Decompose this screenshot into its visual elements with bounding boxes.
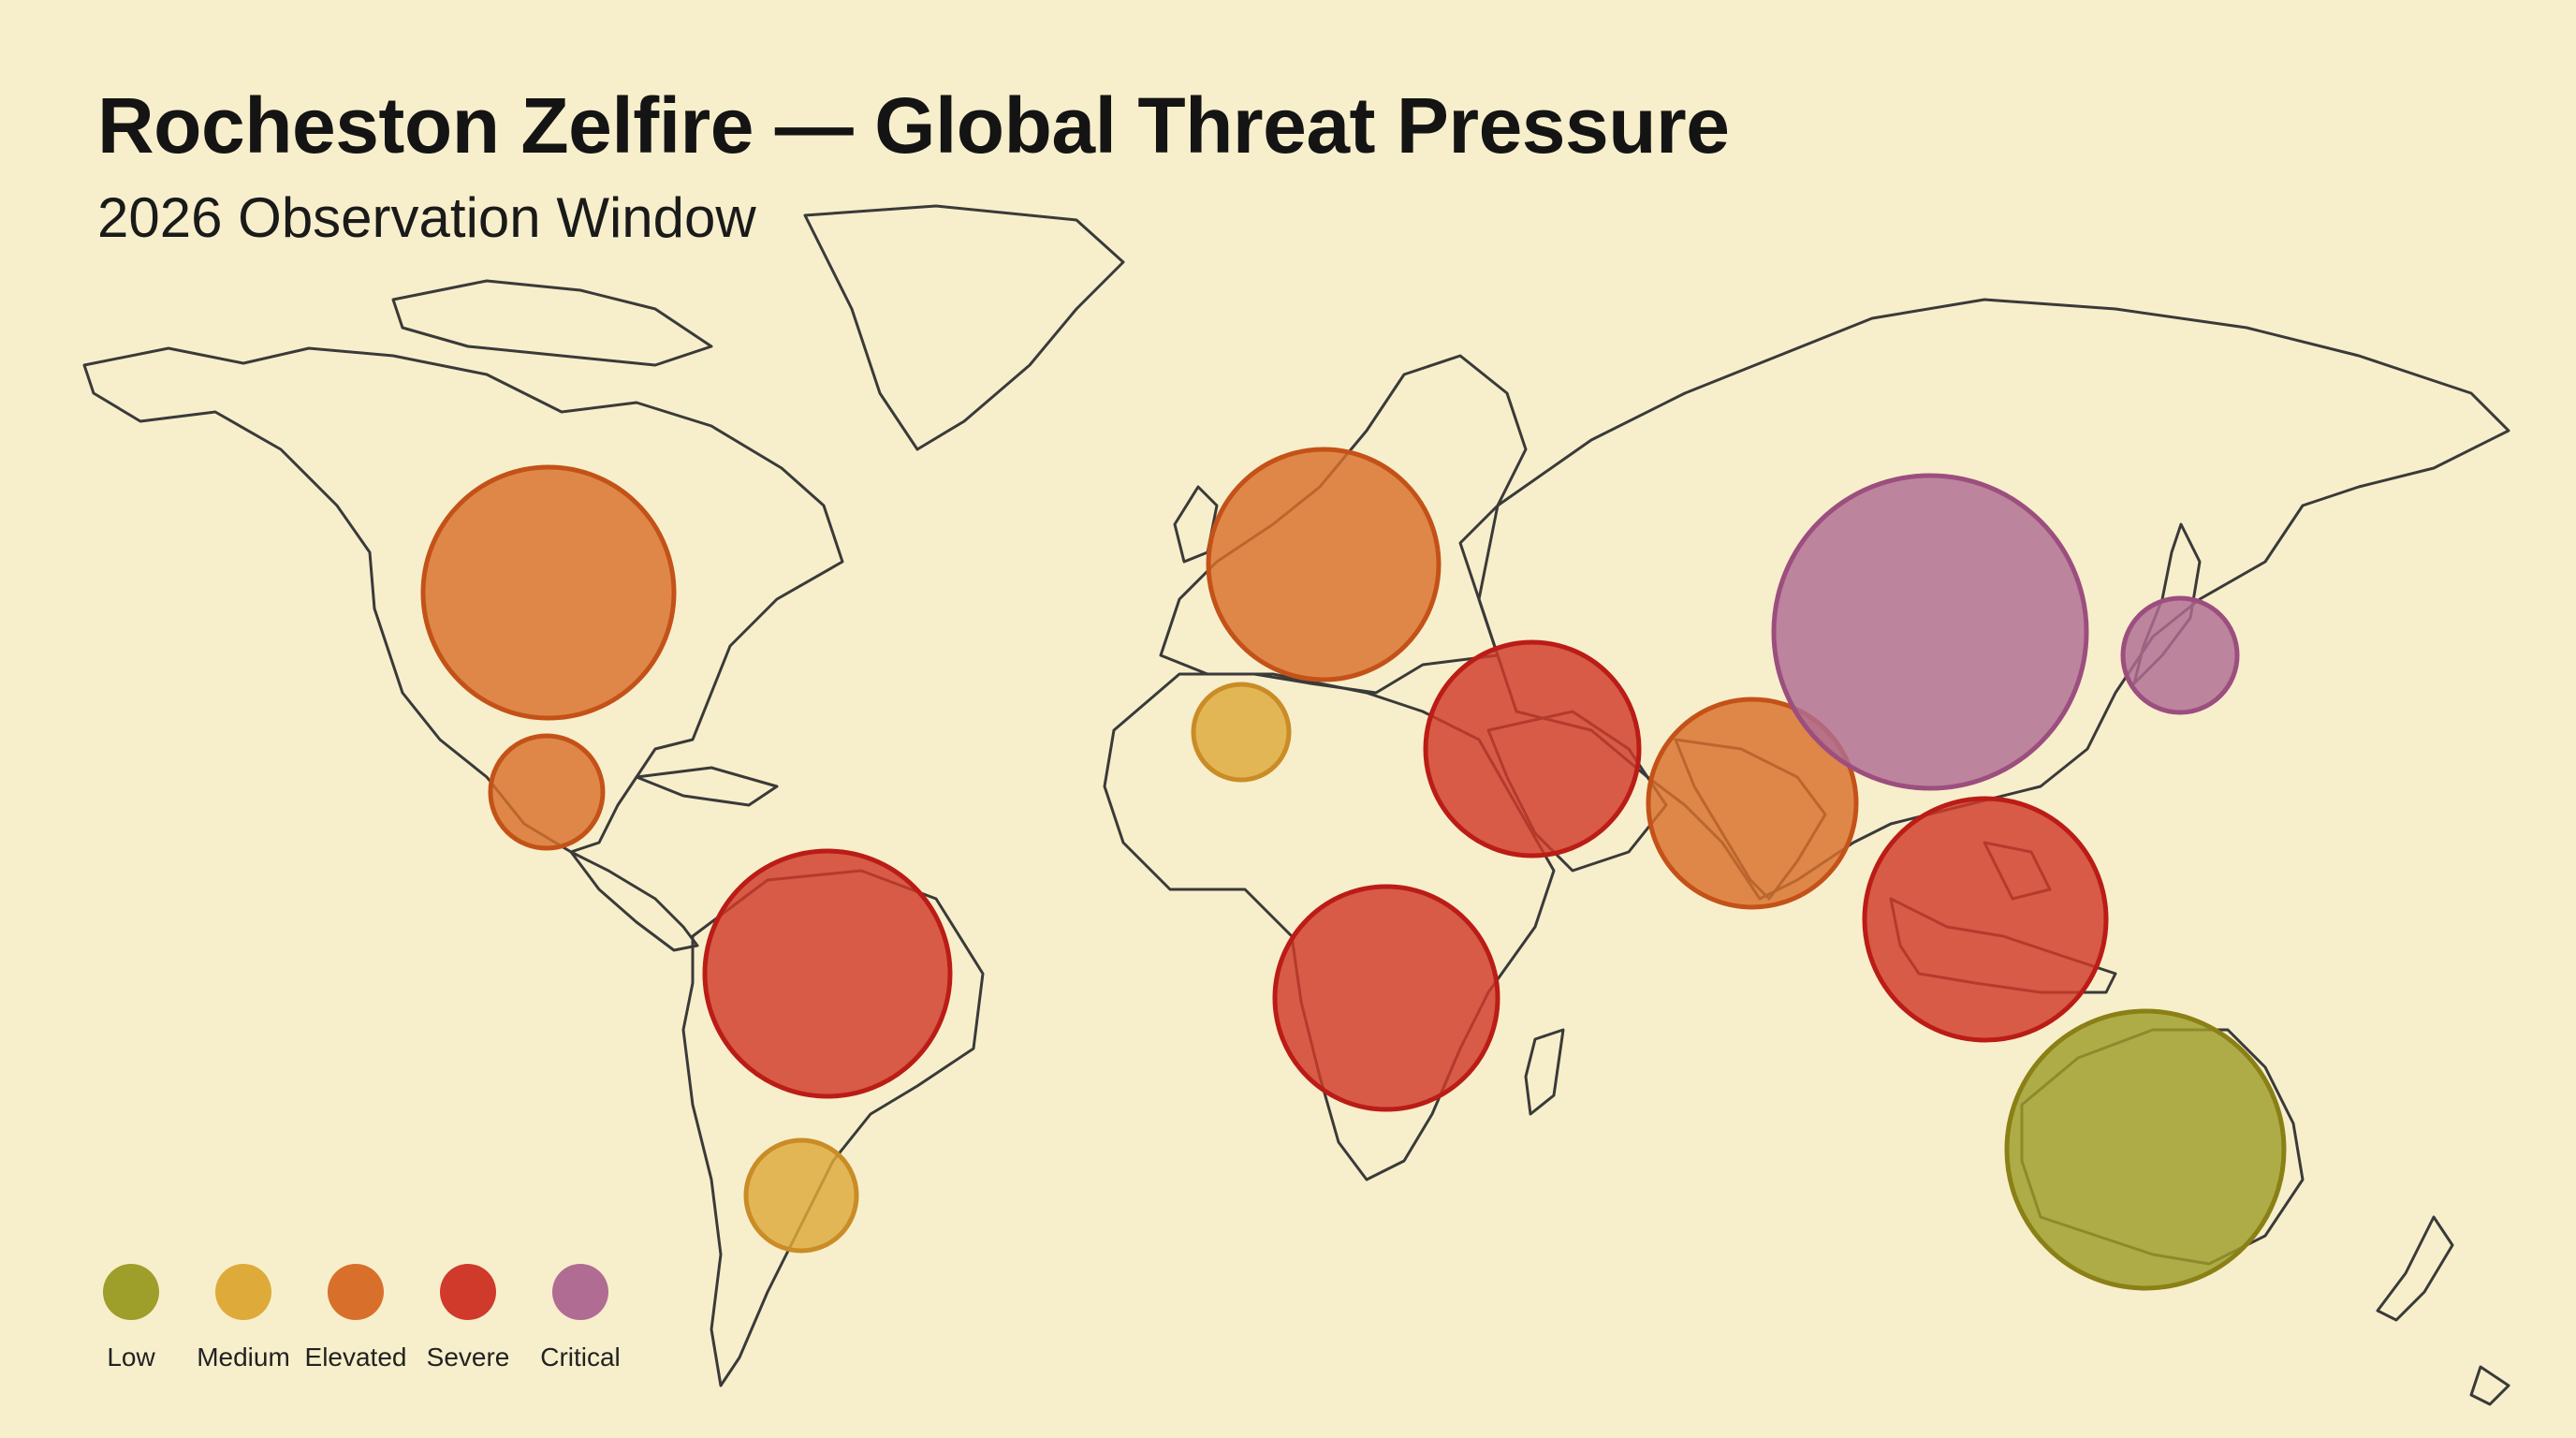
north-america-outline [82, 346, 844, 854]
legend-label-medium: Medium [197, 1343, 290, 1372]
threat-circle-south-asia [1646, 697, 1859, 910]
threat-circle-central-africa [1272, 884, 1500, 1112]
legend-dot-elevated [328, 1264, 384, 1320]
south-america-outline [681, 869, 985, 1387]
legend-item-severe: Severe [412, 1264, 524, 1372]
threat-circle-europe [1206, 447, 1442, 682]
africa-outline [1103, 672, 1556, 1181]
threat-circle-north-africa [1191, 682, 1292, 783]
legend-item-medium: Medium [187, 1264, 300, 1372]
caribbean-outline [635, 766, 779, 807]
legend-label-low: Low [107, 1343, 155, 1372]
central-america-outline [569, 850, 699, 952]
page-title: Rocheston Zelfire — Global Threat Pressu… [97, 81, 1730, 169]
threat-circle-mexico [488, 733, 606, 851]
legend-dot-severe [440, 1264, 496, 1320]
legend-dot-low [103, 1264, 159, 1320]
legend-dot-medium [215, 1264, 271, 1320]
new-zealand-outline [2376, 1215, 2510, 1406]
threat-circle-north-america [420, 464, 677, 721]
legend-item-low: Low [75, 1264, 187, 1372]
legend-item-elevated: Elevated [300, 1264, 412, 1372]
legend-label-critical: Critical [540, 1343, 621, 1372]
legend: Low Medium Elevated Severe Critical [75, 1264, 637, 1372]
legend-label-severe: Severe [426, 1343, 510, 1372]
legend-label-elevated: Elevated [304, 1343, 407, 1372]
threat-circles [420, 447, 2287, 1291]
threat-circle-east-asia [1771, 473, 2089, 791]
threat-circle-japan [2120, 595, 2240, 715]
legend-dot-critical [552, 1264, 608, 1320]
threat-circle-middle-east [1423, 639, 1642, 858]
greenland-outline [803, 204, 1125, 451]
threat-circle-southeast-asia [1862, 796, 2109, 1043]
legend-item-critical: Critical [524, 1264, 637, 1372]
threat-circle-south-america-south [743, 1137, 859, 1254]
page-subtitle: 2026 Observation Window [97, 186, 756, 249]
arctic-islands-outline [391, 279, 713, 367]
madagascar-outline [1524, 1028, 1565, 1116]
threat-circle-south-america-north [702, 848, 953, 1099]
threat-circle-australia [2004, 1008, 2287, 1291]
